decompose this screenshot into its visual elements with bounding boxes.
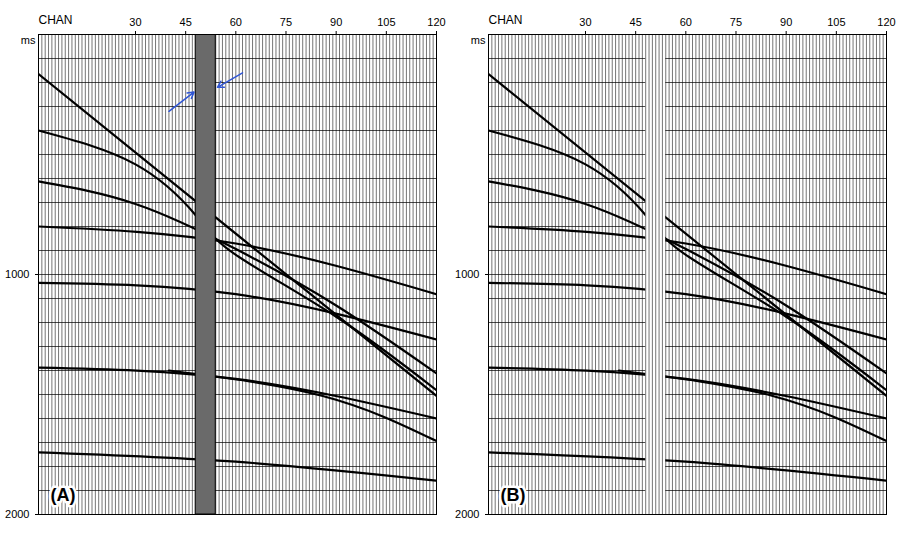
svg-text:ms: ms (21, 34, 36, 46)
svg-text:90: 90 (330, 16, 342, 28)
svg-text:CHAN: CHAN (39, 13, 73, 27)
svg-text:ms: ms (471, 34, 486, 46)
svg-text:(B): (B) (501, 485, 526, 505)
svg-text:2000: 2000 (5, 508, 29, 520)
svg-text:60: 60 (680, 16, 692, 28)
svg-text:75: 75 (730, 16, 742, 28)
svg-text:1000: 1000 (455, 268, 479, 280)
svg-text:2000: 2000 (455, 508, 479, 520)
svg-text:105: 105 (827, 16, 845, 28)
svg-text:75: 75 (280, 16, 292, 28)
svg-text:60: 60 (230, 16, 242, 28)
svg-text:45: 45 (630, 16, 642, 28)
svg-text:1000: 1000 (5, 268, 29, 280)
svg-text:CHAN: CHAN (489, 13, 523, 27)
svg-text:90: 90 (780, 16, 792, 28)
svg-text:120: 120 (427, 16, 445, 28)
svg-text:105: 105 (377, 16, 395, 28)
svg-text:120: 120 (877, 16, 895, 28)
svg-text:45: 45 (180, 16, 192, 28)
svg-text:30: 30 (129, 16, 141, 28)
svg-text:(A): (A) (51, 485, 76, 505)
svg-text:30: 30 (579, 16, 591, 28)
